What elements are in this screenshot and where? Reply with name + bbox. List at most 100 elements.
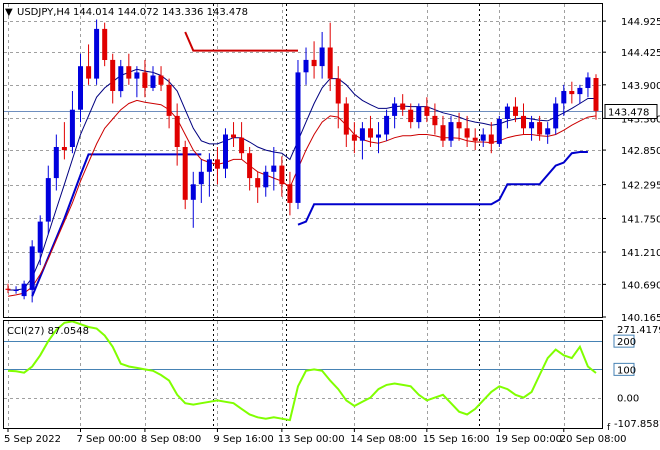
cci-level-200-label: 200 (617, 337, 636, 348)
candle (480, 128, 486, 147)
candle (585, 72, 591, 98)
candle-body (166, 84, 172, 116)
price-tick-label: 140.690 (621, 280, 660, 291)
candle-body (319, 47, 325, 67)
price-panel-frame (3, 3, 603, 318)
candle (351, 122, 357, 154)
candle-body (206, 159, 212, 172)
candle-body (190, 184, 196, 200)
symbol-menu-icon[interactable]: ▼ (5, 7, 13, 18)
candle-body (496, 119, 502, 144)
time-tick-label: 9 Sep 16:00 (213, 434, 273, 445)
trailing-stop-down (184, 31, 298, 52)
candle-body (585, 77, 591, 88)
cci-min-label: -107.8587 (614, 419, 660, 430)
candle (110, 53, 116, 104)
candle-body (126, 66, 132, 79)
candle (13, 286, 19, 294)
candle (569, 81, 575, 104)
time-tick-label: 13 Sep 00:00 (278, 434, 345, 445)
candle (416, 103, 422, 129)
candle-body (69, 109, 75, 147)
candle (295, 59, 301, 210)
candle (496, 115, 502, 147)
candle (513, 97, 518, 123)
candle-body (61, 147, 67, 151)
candle-body (118, 66, 124, 92)
candle (263, 165, 269, 197)
cci-level-100-label: 100 (617, 365, 636, 376)
candle-body (255, 178, 261, 188)
candle-body (464, 128, 470, 138)
ohlc-caption: 144.014 144.072 143.336 143.478 (73, 7, 248, 18)
candle (456, 112, 462, 141)
candle-body (456, 122, 462, 129)
candle-body (327, 47, 333, 79)
candle-body (408, 109, 414, 123)
candle-body (86, 66, 92, 79)
candle-body (343, 103, 349, 135)
price-tick-label: 140.165 (621, 313, 660, 324)
price-panel[interactable] (4, 19, 602, 303)
candle (37, 215, 43, 266)
candle (255, 171, 261, 203)
candle-body (134, 72, 140, 79)
candle-body (416, 106, 422, 123)
symbol-caption: USDJPY,H4 (17, 7, 70, 18)
candle-body (376, 134, 381, 138)
candle-body (529, 122, 535, 129)
candle (311, 41, 317, 79)
candle (271, 146, 277, 191)
candle-body (521, 115, 526, 129)
price-tick-label: 142.850 (621, 146, 660, 157)
candle (166, 78, 172, 129)
candle (78, 53, 83, 123)
candle (247, 146, 253, 191)
candle-body (440, 125, 446, 141)
price-tick-label: 143.900 (621, 81, 660, 92)
candle-body (311, 59, 317, 67)
candle (190, 171, 196, 228)
candle-body (53, 147, 59, 179)
time-tick-label: 14 Sep 08:00 (350, 434, 417, 445)
candle (561, 84, 567, 116)
candle (359, 122, 365, 160)
candle-body (400, 103, 406, 110)
candle-body (239, 137, 245, 154)
candle-body (182, 147, 188, 200)
cci-level-200-label-box (613, 334, 635, 348)
candle (150, 66, 156, 92)
candle (102, 22, 108, 67)
grid-layer (4, 4, 602, 428)
candle-body (384, 115, 390, 135)
time-tick-label: 8 Sep 08:00 (141, 434, 201, 445)
cci-line (7, 320, 597, 422)
axes: 144.925 144.425 143.900 143.360 142.850 142.2… (4, 17, 660, 445)
candle-body (303, 59, 309, 73)
candle-body (569, 91, 575, 95)
time-tick-label: 19 Sep 00:00 (495, 434, 562, 445)
candle (504, 103, 510, 129)
price-tick-label: 143.360 (621, 114, 660, 125)
candle-body (448, 122, 454, 141)
candle (5, 283, 11, 294)
candle-body (110, 59, 116, 91)
candle (319, 31, 325, 79)
candle (223, 128, 228, 179)
candle (545, 122, 551, 144)
candle (537, 115, 543, 141)
cci-panel[interactable] (4, 320, 602, 422)
time-tick-label: 20 Sep 08:00 (560, 434, 627, 445)
candle-body (295, 72, 301, 203)
candle (182, 140, 188, 210)
candle (464, 115, 470, 147)
candle-body (198, 171, 204, 185)
candle-body (553, 103, 559, 129)
candle (86, 44, 92, 85)
candle (53, 134, 59, 191)
candle-body (279, 165, 285, 185)
candle-body (593, 78, 599, 111)
candle (577, 84, 583, 104)
candle (21, 280, 27, 300)
